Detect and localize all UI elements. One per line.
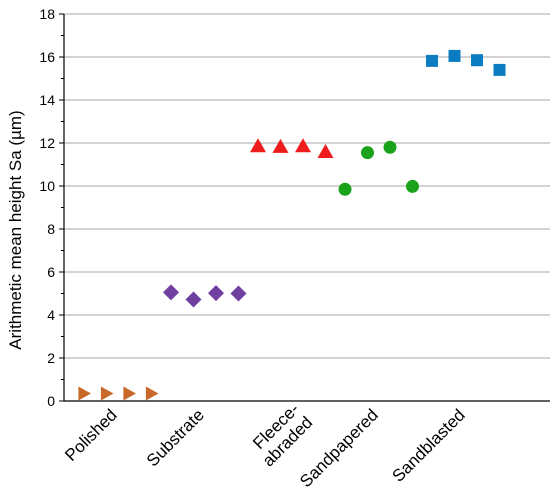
- data-point-circle: [406, 179, 419, 193]
- data-point-diamond: [185, 291, 202, 308]
- y-tick-label: 16: [39, 49, 55, 65]
- data-point-triangle-right: [78, 386, 91, 401]
- data-points: [78, 49, 506, 401]
- x-category-label-line: Polished: [61, 405, 121, 465]
- x-category-label-line: Sandpapered: [296, 405, 382, 491]
- y-axis-title: Arithmetic mean height Sa (µm): [6, 110, 25, 349]
- data-point-circle: [338, 182, 352, 196]
- data-point-triangle-up: [250, 138, 266, 153]
- x-category-label-line: Sandblasted: [389, 405, 469, 485]
- y-tick-label: 2: [47, 350, 55, 366]
- x-category-label-line: Substrate: [143, 405, 208, 470]
- y-tick-label: 4: [47, 307, 55, 323]
- y-tick-label: 0: [47, 393, 55, 409]
- data-point-triangle-right: [123, 386, 136, 401]
- x-category-label: Sandpapered: [296, 405, 382, 491]
- data-point-square: [493, 63, 506, 76]
- data-point-triangle-right: [145, 386, 159, 401]
- x-category-label: Sandblasted: [389, 405, 469, 485]
- data-point-square: [448, 49, 461, 62]
- x-category-label: Fleece-abraded: [245, 399, 316, 470]
- data-point-diamond: [230, 285, 247, 302]
- data-point-circle: [383, 140, 397, 154]
- data-point-triangle-up: [317, 144, 334, 159]
- data-point-triangle-right: [100, 386, 114, 401]
- data-point-diamond: [208, 285, 224, 302]
- x-category-label: Polished: [61, 405, 121, 465]
- y-tick-label: 18: [39, 6, 55, 22]
- data-point-square: [426, 54, 438, 67]
- gridlines: [64, 13, 550, 359]
- y-tick-label: 14: [39, 92, 55, 108]
- x-axis-categories: Polished Substrate Fleece-abradedSandpaper…: [61, 399, 469, 491]
- y-tick-label: 10: [39, 178, 55, 194]
- data-point-square: [471, 54, 483, 67]
- y-axis-ticks: 0 2 4 6 8 10 12 14 16 18: [39, 6, 64, 409]
- x-category-label: Substrate: [143, 405, 208, 470]
- data-point-diamond: [163, 284, 179, 301]
- y-tick-label: 8: [47, 221, 55, 237]
- data-point-triangle-up: [272, 138, 289, 153]
- data-point-circle: [361, 146, 374, 160]
- y-tick-label: 12: [39, 135, 55, 151]
- axes: [63, 14, 550, 402]
- data-point-triangle-up: [295, 138, 311, 153]
- y-tick-label: 6: [47, 264, 55, 280]
